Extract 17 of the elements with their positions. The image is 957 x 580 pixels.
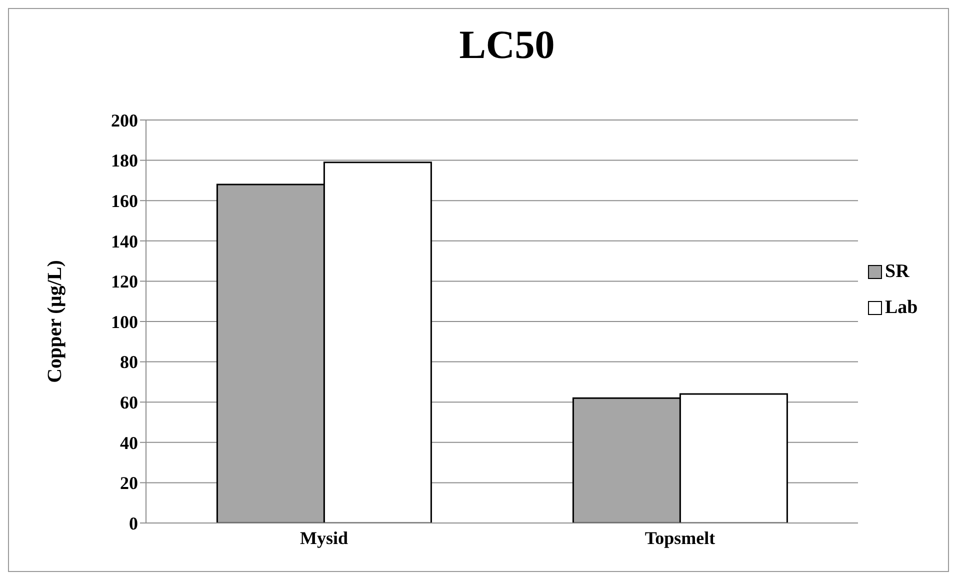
y-tick-label: 200 xyxy=(111,110,138,130)
y-tick-label: 100 xyxy=(111,312,138,332)
legend-label: Lab xyxy=(885,296,918,320)
y-tick-label: 180 xyxy=(111,150,138,171)
x-tick-label: Topsmelt xyxy=(644,528,716,548)
y-tick-label: 40 xyxy=(120,432,138,453)
y-tick-label: 0 xyxy=(129,513,138,534)
chart-title: LC50 xyxy=(458,21,556,68)
y-axis-title: Copper (µg/L) xyxy=(44,260,66,383)
y-tick-label: 60 xyxy=(120,392,138,412)
y-tick-label: 120 xyxy=(111,272,138,292)
legend-label: SR xyxy=(885,260,910,284)
x-tick-label: Mysid xyxy=(300,528,348,548)
y-tick-label: 140 xyxy=(111,231,138,252)
y-tick-label: 80 xyxy=(120,352,138,372)
y-tick-label: 20 xyxy=(120,473,138,494)
y-tick-label: 160 xyxy=(111,190,138,211)
